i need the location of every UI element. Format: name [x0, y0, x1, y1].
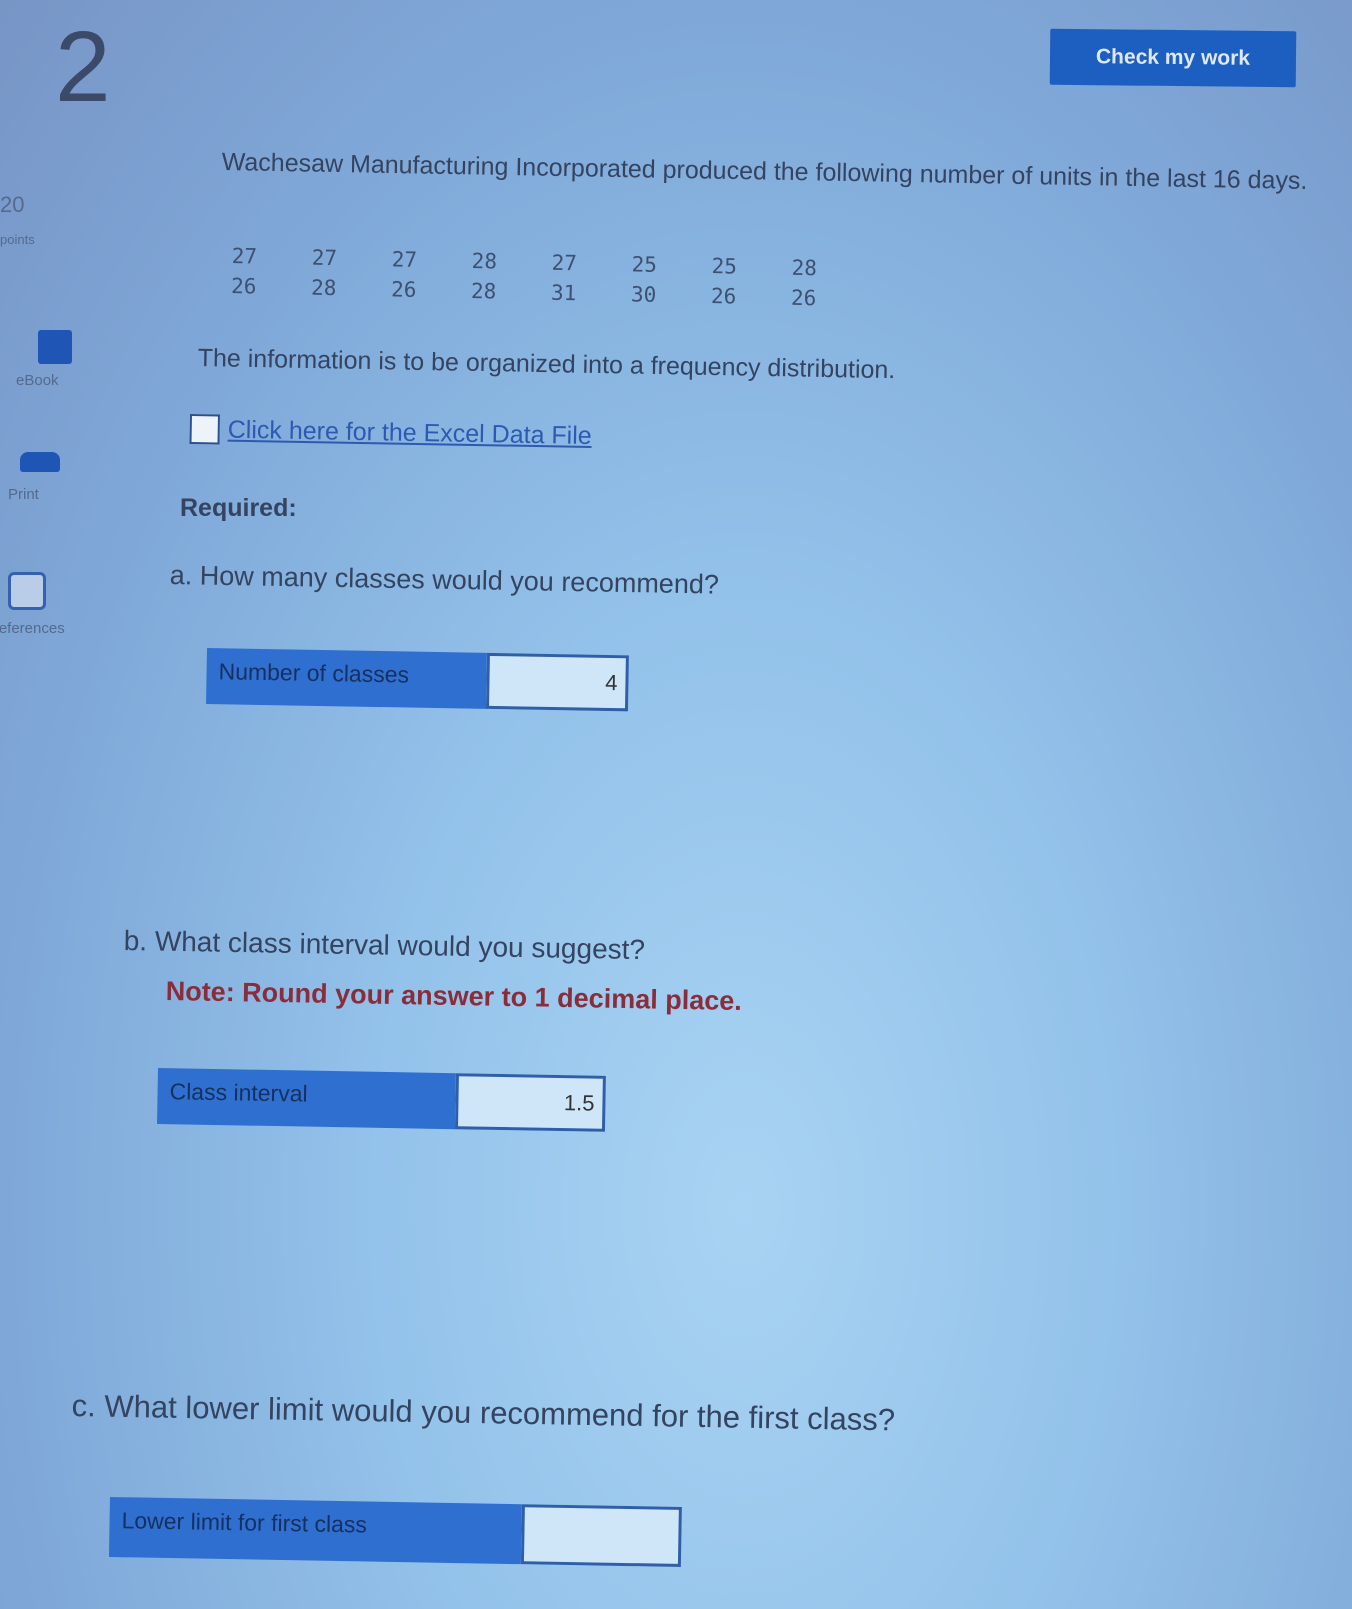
question-a: a. How many classes would you recommend?	[169, 560, 720, 600]
sidebar-item-label: References	[0, 620, 65, 637]
answer-label: Class interval	[157, 1068, 456, 1130]
answer-c: Lower limit for first class	[108, 1497, 682, 1567]
data-value: 28	[310, 275, 337, 301]
file-icon	[189, 414, 220, 445]
data-value: 25	[631, 252, 658, 277]
data-value: 25	[711, 254, 738, 279]
answer-a: Number of classes 4	[206, 648, 629, 712]
sidebar-item-print[interactable]: Print	[8, 452, 88, 503]
lower-limit-input[interactable]	[520, 1504, 682, 1567]
data-value: 27	[231, 244, 258, 269]
data-value: 26	[230, 273, 257, 299]
points-value: 20	[0, 192, 25, 217]
required-label: Required:	[180, 494, 297, 522]
check-my-work-button[interactable]: Check my work	[1049, 28, 1297, 88]
data-value: 28	[471, 249, 498, 274]
organize-text: The information is to be organized into …	[197, 344, 896, 385]
question-number: 2	[55, 11, 111, 123]
excel-link[interactable]: Click here for the Excel Data File	[189, 414, 592, 451]
data-value: 26	[710, 284, 737, 309]
data-value: 30	[630, 282, 657, 307]
points-label: points	[0, 232, 35, 247]
printer-icon	[20, 452, 60, 472]
answer-label: Number of classes	[206, 648, 487, 709]
class-interval-input[interactable]: 1.5	[454, 1073, 606, 1132]
intro-text: Wachesaw Manufacturing Incorporated prod…	[221, 148, 1308, 195]
data-value: 27	[391, 247, 418, 272]
data-value: 31	[550, 280, 577, 306]
sidebar-item-label: Print	[8, 486, 39, 503]
references-icon	[8, 572, 46, 610]
number-of-classes-input[interactable]: 4	[485, 652, 629, 712]
data-value: 28	[791, 255, 818, 281]
rounding-note: Note: Round your answer to 1 decimal pla…	[165, 976, 743, 1017]
data-value: 28	[470, 279, 497, 304]
sidebar-item-ebook[interactable]: eBook	[16, 330, 96, 389]
sidebar-item-label: eBook	[16, 372, 59, 389]
data-table: 27 27 27 28 27 25 25 28 26 28 26 28 31 30 26 26	[231, 244, 872, 317]
book-icon	[38, 330, 72, 364]
data-value: 27	[311, 245, 338, 271]
sidebar-item-references[interactable]: References	[0, 572, 90, 637]
answer-label: Lower limit for first class	[108, 1497, 522, 1565]
data-value: 26	[390, 277, 417, 302]
question-b: b. What class interval would you suggest…	[123, 925, 646, 966]
data-value: 27	[551, 250, 578, 276]
answer-b: Class interval 1.5	[157, 1068, 606, 1132]
excel-link-text[interactable]: Click here for the Excel Data File	[227, 415, 592, 450]
data-value: 26	[790, 285, 817, 311]
question-c: c. What lower limit would you recommend …	[71, 1388, 896, 1438]
